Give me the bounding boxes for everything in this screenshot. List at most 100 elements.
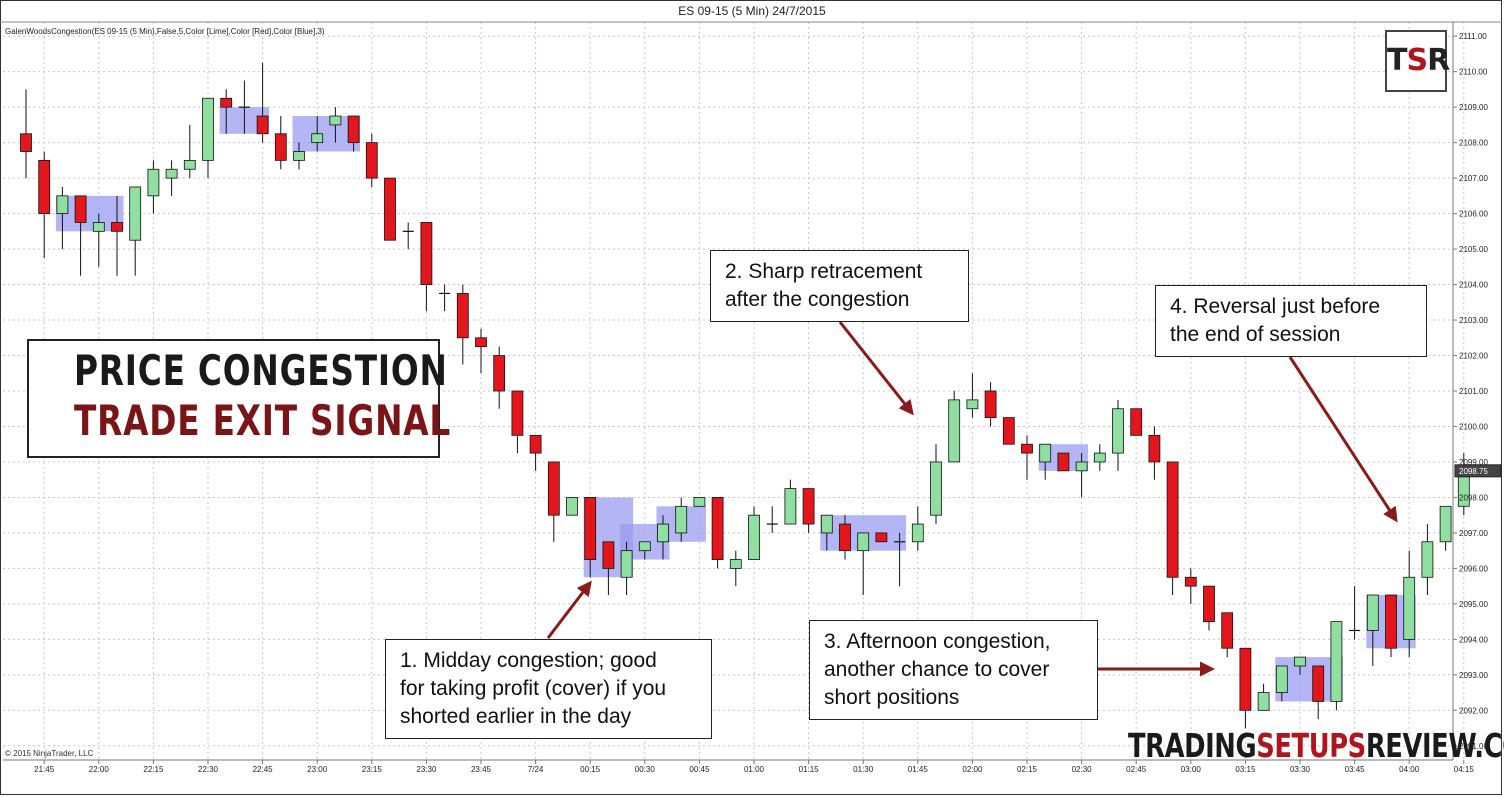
x-tick-label: 21:45 [34, 765, 55, 774]
candle-up [1330, 621, 1343, 702]
logo-letter-r: R [1427, 43, 1450, 78]
x-tick-label: 03:30 [1290, 765, 1311, 774]
candle-up [1403, 576, 1416, 640]
candle-up [748, 514, 760, 560]
candle-down [365, 142, 378, 179]
last-price-tag [1454, 464, 1502, 478]
candle-down [1166, 461, 1179, 578]
candle-up [293, 151, 305, 161]
y-tick-label: 2091.00 [1459, 742, 1488, 751]
candle-up [620, 550, 633, 578]
candle-down [1184, 576, 1197, 587]
y-tick-label: 2101.00 [1459, 387, 1488, 396]
y-tick-label: 2104.00 [1459, 281, 1488, 290]
note-4-line: the end of session [1170, 323, 1341, 346]
annotation-arrow [1288, 356, 1398, 523]
candle-down [875, 532, 888, 543]
note-4-line: 4. Reversal just before [1170, 295, 1381, 318]
x-tick-label: 04:15 [1454, 765, 1475, 774]
candle-down [384, 177, 396, 241]
candle-down [456, 293, 469, 339]
y-tick-label: 2106.00 [1459, 210, 1488, 219]
candle-down [1203, 585, 1215, 623]
x-tick-label: 23:45 [471, 765, 492, 774]
y-tick-label: 2097.00 [1459, 529, 1488, 538]
candle-down [984, 390, 997, 419]
candle-up [948, 399, 961, 463]
candle-up [693, 497, 706, 507]
candle-down [1312, 665, 1325, 702]
candle-up [857, 532, 870, 552]
candle-up [1366, 594, 1379, 631]
brand-part1: TRADING [1128, 726, 1257, 765]
candle-up [129, 186, 142, 241]
candle-down [511, 390, 524, 436]
candle-down [1002, 417, 1015, 445]
x-tick-label: 04:00 [1399, 765, 1420, 774]
candle-down [711, 497, 724, 560]
candle-down [274, 133, 287, 161]
candle-up [930, 461, 942, 516]
note-2-line: 2. Sharp retracement [725, 260, 923, 283]
y-tick-label: 2109.00 [1459, 103, 1488, 112]
y-tick-label: 2095.00 [1459, 600, 1488, 609]
candle-up [657, 523, 669, 543]
x-tick-label: 23:15 [362, 765, 383, 774]
candle-up [329, 115, 342, 126]
x-tick-label: 01:15 [799, 765, 820, 774]
axes: 2091.00 2092.00 2093.00 2094.00 2095.00 2096.… [0, 21, 1502, 774]
candle-down [1221, 612, 1234, 649]
logo-letter-s: S [1406, 43, 1428, 78]
candle-up [566, 497, 578, 516]
y-tick-label: 2103.00 [1459, 316, 1488, 325]
candle-down [529, 434, 542, 454]
candle-up [675, 505, 688, 534]
candle-down [1385, 594, 1397, 649]
candle-up [1039, 443, 1052, 463]
candle-down [20, 133, 32, 152]
candle-down [547, 461, 560, 516]
y-tick-label: 2098.00 [1459, 493, 1488, 502]
headline-line2: TRADE EXIT SIGNAL [73, 396, 452, 445]
x-tick-label: 02:15 [1017, 765, 1038, 774]
x-tick-label: 00:15 [580, 765, 601, 774]
candle-down [493, 355, 506, 392]
y-tick-label: 2108.00 [1459, 139, 1488, 148]
candle-up [784, 488, 797, 525]
x-tick-label: 02:45 [1126, 765, 1147, 774]
candle-up [966, 399, 979, 410]
note-3-line: 3. Afternoon congestion, [824, 630, 1051, 653]
x-tick-label: 00:30 [635, 765, 656, 774]
x-tick-label: 23:00 [307, 765, 328, 774]
candle-down [602, 541, 615, 569]
note-1: 1. Midday congestion; good for taking pr… [385, 639, 712, 739]
candle-down [111, 222, 123, 232]
note-3: 3. Afternoon congestion, another chance … [809, 620, 1098, 720]
annotation-arrow [838, 321, 914, 416]
x-tick-label: 03:15 [1235, 765, 1256, 774]
candle-down [256, 115, 269, 135]
logo-letter-t: T [1387, 43, 1407, 78]
candle-down [1130, 408, 1143, 436]
x-tick-label: 7/24 [528, 765, 544, 774]
candle-down [1148, 434, 1161, 463]
candle-up [820, 514, 833, 534]
x-tick-label: 01:30 [853, 765, 874, 774]
candle-up [56, 195, 69, 214]
candle-up [1093, 452, 1106, 463]
candle-up [1275, 665, 1288, 693]
y-tick-label: 2105.00 [1459, 245, 1488, 254]
candle-down [475, 337, 487, 348]
brand-part2: SETUPS [1256, 726, 1366, 765]
candles [20, 62, 1470, 729]
copyright-text: © 2015 NinjaTrader, LLC [5, 749, 94, 758]
y-tick-label: 2111.00 [1459, 32, 1487, 41]
candle-down [1021, 443, 1033, 454]
candle-down [74, 195, 87, 223]
x-tick-label: 02:30 [1072, 765, 1093, 774]
candle-up [911, 523, 924, 543]
annotation-arrows [546, 321, 1398, 677]
y-tick-label: 2094.00 [1459, 635, 1488, 644]
candle-down [220, 97, 233, 108]
